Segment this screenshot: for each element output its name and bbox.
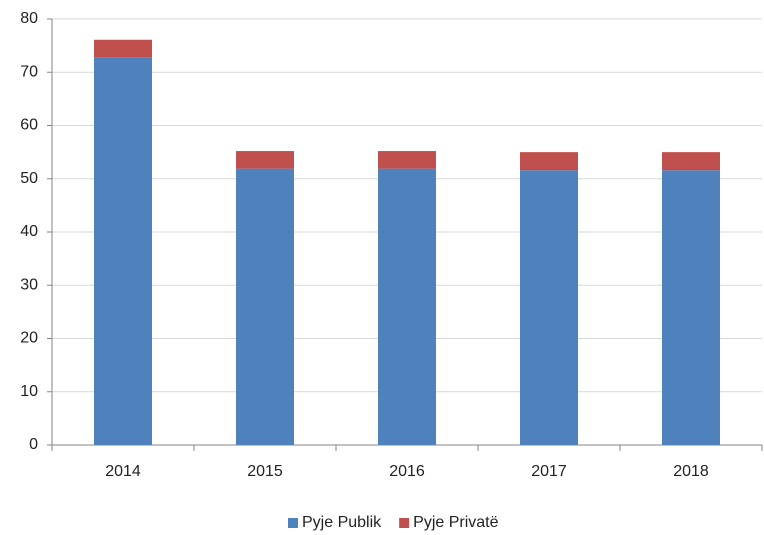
legend-label: Pyje Publik xyxy=(302,514,382,531)
x-tick-label: 2018 xyxy=(673,463,709,480)
bar-segment xyxy=(236,151,294,169)
y-tick-label: 50 xyxy=(20,170,38,187)
y-tick-label: 10 xyxy=(20,383,38,400)
y-tick-label: 60 xyxy=(20,117,38,134)
y-tick-label: 30 xyxy=(20,276,38,293)
x-tick-label: 2016 xyxy=(389,463,425,480)
x-tick-label: 2014 xyxy=(105,463,141,480)
bar-segment xyxy=(378,168,436,445)
bar-segment xyxy=(236,168,294,445)
bar-segment xyxy=(520,170,578,446)
legend-swatch xyxy=(288,518,298,528)
y-tick-label: 80 xyxy=(20,10,38,27)
y-tick-label: 40 xyxy=(20,223,38,240)
bar-segment xyxy=(662,152,720,171)
x-tick-label: 2015 xyxy=(247,463,283,480)
bar-segment xyxy=(520,152,578,171)
bar-segment xyxy=(94,57,152,446)
x-tick-label: 2017 xyxy=(531,463,567,480)
bar-segment xyxy=(378,151,436,169)
bar-segment xyxy=(662,170,720,446)
y-tick-label: 70 xyxy=(20,63,38,80)
bar-segment xyxy=(94,39,152,58)
y-tick-label: 0 xyxy=(29,436,38,453)
legend-label: Pyje Privatë xyxy=(413,514,498,531)
legend-swatch xyxy=(399,518,410,528)
y-tick-label: 20 xyxy=(20,330,38,347)
